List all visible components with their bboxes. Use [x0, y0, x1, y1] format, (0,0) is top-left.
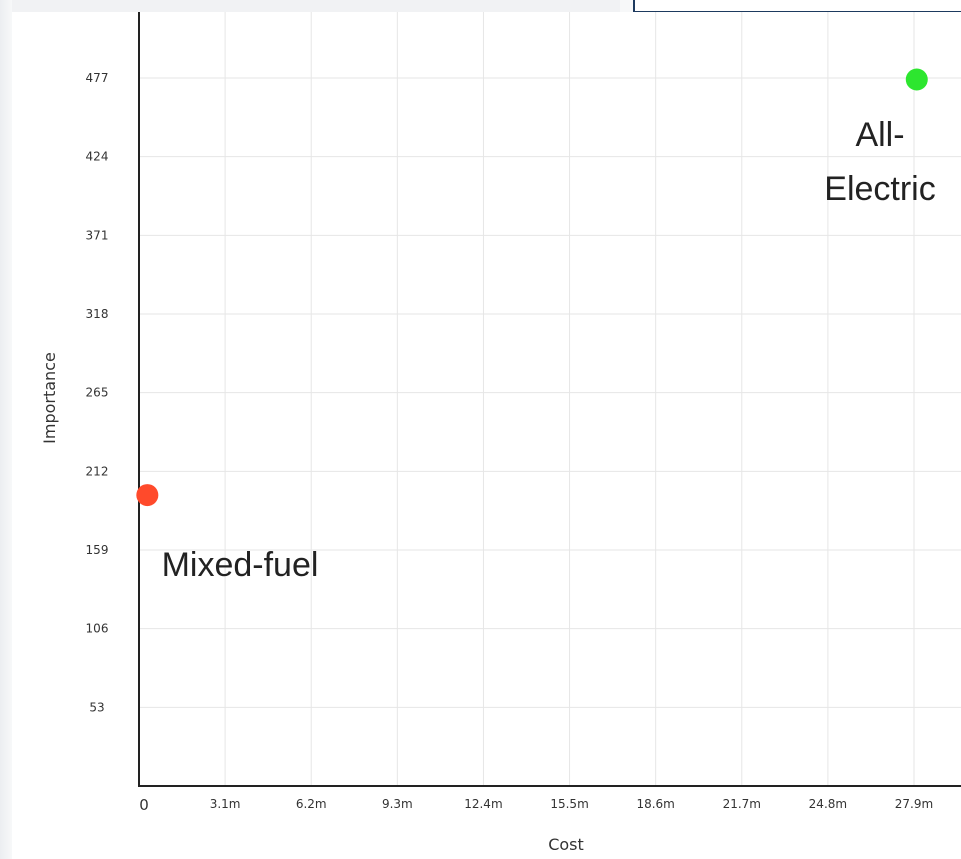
y-tick-label: 212	[86, 464, 109, 478]
y-tick-label: 318	[86, 307, 109, 321]
y-tick-labels: 53 106 159 212 265 318 371 424 477	[86, 71, 109, 714]
window-left-strip	[0, 0, 12, 859]
x-tick-label: 0	[139, 796, 149, 814]
x-tick-label: 6.2m	[296, 797, 327, 811]
y-tick-label: 424	[86, 150, 109, 164]
x-tick-label: 27.9m	[895, 797, 933, 811]
y-tick-label: 159	[86, 543, 109, 557]
data-point	[905, 68, 928, 91]
y-tick-label: 477	[86, 71, 109, 85]
data-point-label: Mixed-fuel	[162, 546, 319, 584]
y-tick-label: 106	[86, 622, 109, 636]
y-axis-title: Importance	[40, 352, 59, 444]
data-point-label: Electric	[824, 170, 935, 208]
grid-vertical	[224, 12, 915, 786]
x-axis-title: Cost	[548, 835, 584, 854]
y-tick-label: 265	[86, 386, 109, 400]
x-tick-label: 21.7m	[723, 797, 761, 811]
data-point-label: All-	[855, 116, 904, 154]
data-points: Mixed-fuel All- Electric	[136, 68, 936, 584]
grid-horizontal	[139, 77, 961, 708]
y-tick-label: 53	[89, 700, 104, 714]
x-tick-label: 9.3m	[382, 797, 413, 811]
x-tick-label: 18.6m	[636, 797, 674, 811]
x-tick-label: 12.4m	[464, 797, 502, 811]
x-tick-label: 3.1m	[210, 797, 241, 811]
x-tick-label: 15.5m	[550, 797, 588, 811]
x-tick-label: 24.8m	[809, 797, 847, 811]
plot-panel	[12, 12, 961, 859]
y-tick-label: 371	[86, 228, 109, 242]
data-point	[136, 484, 159, 507]
x-tick-labels: 0 3.1m 6.2m 9.3m 12.4m 15.5m 18.6m 21.7m 24.8m 27…	[139, 796, 933, 814]
